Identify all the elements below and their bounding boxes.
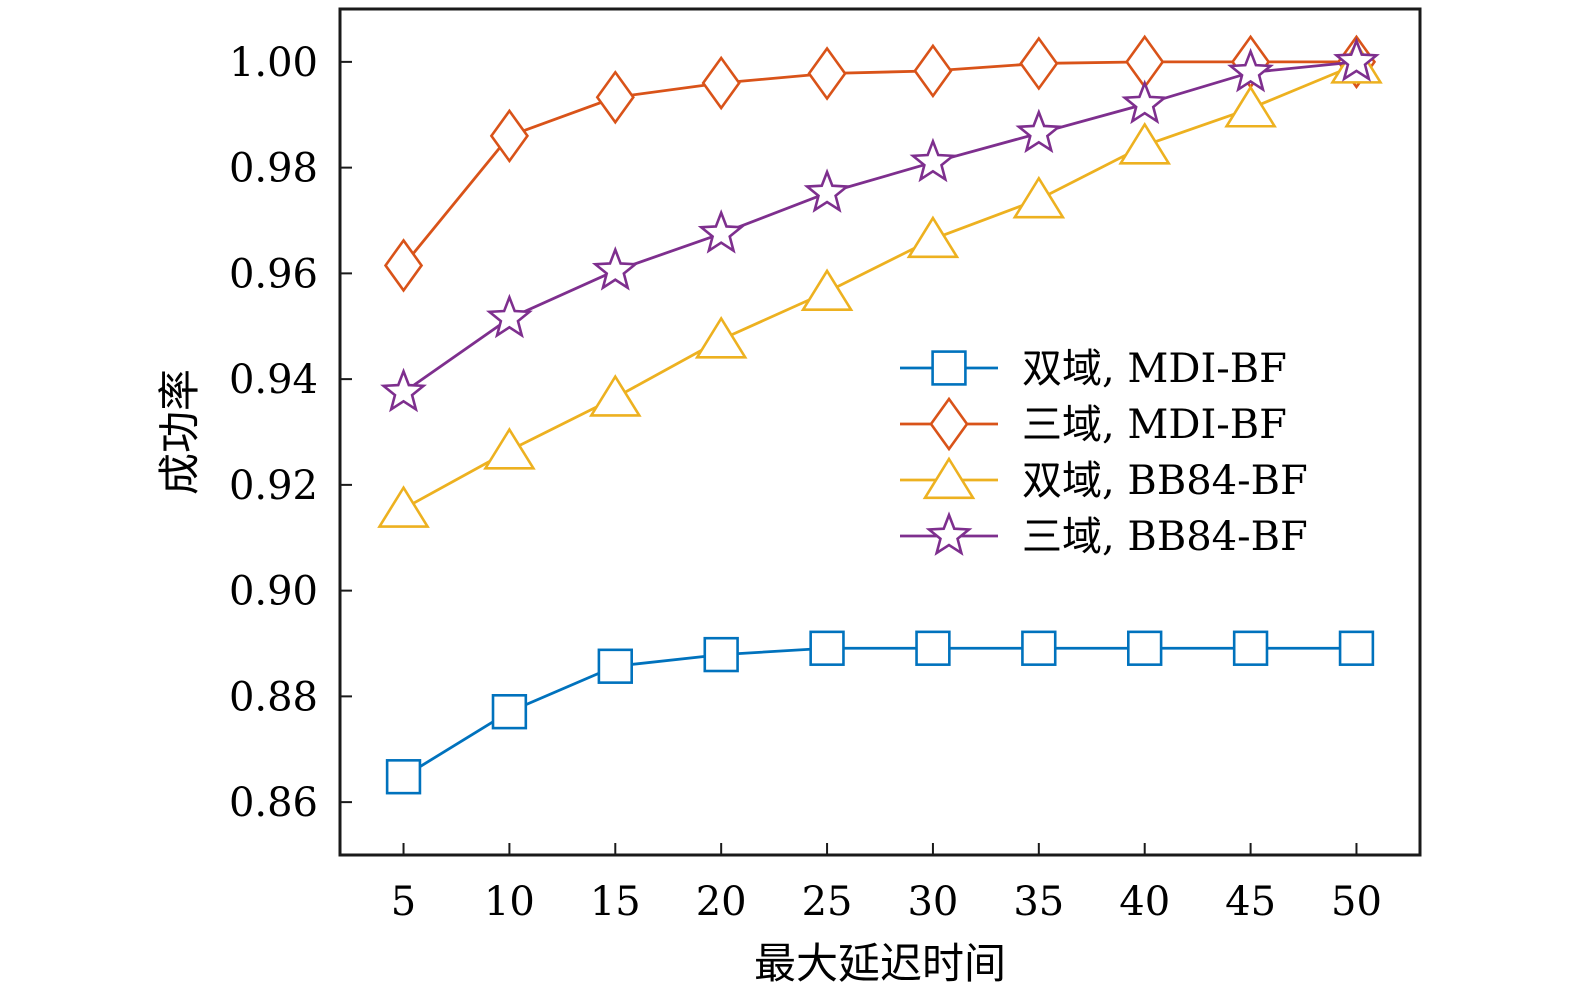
series-star	[380, 37, 1380, 413]
star-marker	[380, 367, 427, 413]
legend-label: 双域, MDI-BF	[1022, 346, 1287, 392]
triangle-marker	[922, 456, 976, 500]
square-marker	[703, 636, 739, 673]
legend-item: 三域, BB84-BF	[900, 511, 1308, 560]
triangle-marker	[1118, 121, 1172, 165]
series-line	[402, 60, 1357, 267]
x-tick-label: 10	[484, 879, 535, 925]
y-tick-label: 0.92	[229, 463, 318, 509]
y-axis-label: 成功率	[155, 369, 204, 495]
series-layer	[377, 34, 1383, 795]
diamond-marker	[489, 108, 530, 164]
square-marker	[1127, 630, 1163, 666]
square-marker	[1232, 630, 1269, 666]
legend-item: 双域, MDI-BF	[900, 346, 1287, 392]
star-marker	[1015, 108, 1063, 154]
star-marker	[909, 137, 957, 183]
plot-frame	[338, 7, 1422, 857]
y-tick-label: 1.00	[229, 40, 318, 86]
x-tick-label: 20	[696, 879, 747, 925]
x-tick-label: 5	[391, 879, 416, 925]
y-tick-label: 0.94	[229, 357, 318, 403]
square-marker	[915, 630, 951, 666]
y-axis: 0.86 0.88 0.90 0.92 0.94 0.96 0.98 1.00	[229, 40, 352, 826]
y-tick-label: 0.96	[229, 251, 318, 297]
x-tick-label: 15	[590, 879, 641, 925]
series-line	[402, 646, 1357, 778]
series-line	[402, 63, 1358, 510]
star-marker	[1121, 79, 1169, 125]
x-axis-label: 最大延迟时间	[754, 939, 1006, 988]
diamond-marker	[913, 43, 953, 99]
y-tick-label: 0.88	[229, 674, 318, 720]
star-marker	[925, 511, 973, 556]
x-tick-label: 35	[1013, 879, 1064, 925]
diamond-marker	[929, 396, 969, 452]
y-tick-label: 0.86	[229, 780, 318, 826]
y-tick-label: 0.90	[229, 569, 318, 615]
x-tick-label: 30	[907, 879, 958, 925]
star-marker	[803, 168, 851, 213]
triangle-marker	[800, 268, 854, 312]
legend: 双域, MDI-BF 三域, MDI-BF 双域, BB84-BF 三域, BB84-…	[900, 346, 1308, 560]
x-tick-label: 40	[1119, 879, 1170, 925]
series-line	[402, 60, 1357, 394]
x-tick-label: 50	[1331, 879, 1382, 925]
diamond-marker	[1019, 36, 1059, 91]
series-triangle	[377, 41, 1383, 528]
triangle-marker	[906, 215, 960, 259]
square-marker	[385, 759, 422, 795]
star-marker	[1227, 47, 1274, 93]
star-marker	[591, 246, 639, 291]
legend-label: 三域, MDI-BF	[1022, 402, 1287, 448]
diamond-marker	[807, 46, 847, 101]
x-tick-label: 25	[802, 879, 853, 925]
star-marker	[1333, 37, 1380, 82]
square-marker	[1338, 630, 1375, 666]
legend-item: 双域, BB84-BF	[900, 456, 1308, 504]
diamond-marker	[1125, 34, 1165, 90]
triangle-marker	[1224, 84, 1277, 128]
diamond-marker	[595, 70, 635, 125]
diamond-marker	[701, 55, 741, 111]
triangle-marker	[377, 485, 430, 528]
square-marker	[809, 630, 845, 666]
diamond-marker	[383, 238, 424, 293]
legend-item: 三域, MDI-BF	[900, 396, 1287, 452]
triangle-marker	[588, 374, 642, 417]
series-square	[385, 630, 1375, 795]
series-diamond	[383, 34, 1377, 293]
legend-label: 双域, BB84-BF	[1022, 458, 1308, 504]
square-marker	[597, 648, 633, 684]
square-marker	[931, 350, 967, 386]
y-tick-label: 0.98	[229, 146, 318, 192]
triangle-marker	[483, 427, 536, 470]
x-tick-label: 45	[1225, 879, 1276, 925]
square-marker	[1021, 630, 1057, 666]
x-axis: 5 10 15 20 25 30 35 40 45 50	[391, 843, 1382, 925]
legend-label: 三域, BB84-BF	[1022, 514, 1308, 560]
star-marker	[486, 293, 533, 339]
star-marker	[697, 209, 745, 254]
triangle-marker	[1012, 175, 1066, 219]
square-marker	[491, 694, 528, 730]
triangle-marker	[694, 315, 748, 359]
